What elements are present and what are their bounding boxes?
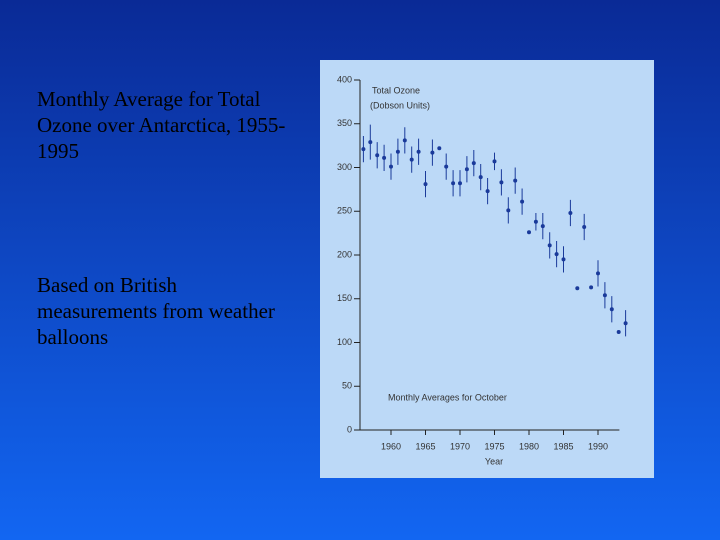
data-point [616,330,621,334]
data-point [568,211,573,215]
data-point [464,167,469,172]
data-point [437,146,442,151]
data-point [596,271,600,276]
data-point [402,138,407,143]
data-point [409,157,414,162]
data-point [623,321,628,326]
data-point [471,161,476,166]
data-point [520,199,525,204]
data-point [361,147,366,152]
data-point [389,164,393,169]
data-point [554,252,559,257]
annotation: Monthly Averages for October [388,392,507,402]
data-point [423,182,428,187]
y-tick-label: 400 [337,74,352,84]
y-tick-label: 100 [337,337,352,347]
y-axis-unit: (Dobson Units) [370,100,430,110]
data-point [444,164,449,169]
y-tick-label: 0 [347,424,352,434]
data-point [395,149,400,154]
data-point [492,159,497,164]
data-point [430,150,435,155]
data-point [485,189,490,194]
x-axis-label: Year [485,456,503,466]
y-axis-label: Total Ozone [372,85,420,95]
data-point [458,181,462,186]
y-tick-label: 50 [342,381,352,391]
data-point [513,178,518,183]
data-point [540,224,545,229]
data-point [547,243,552,248]
data-point [533,219,538,224]
x-tick-label: 1965 [415,441,435,451]
y-tick-label: 250 [337,206,352,216]
chart-panel [320,60,654,478]
x-tick-label: 1960 [381,441,401,451]
y-tick-label: 300 [337,162,352,172]
data-point [609,307,614,312]
data-point [382,155,387,160]
data-point [561,257,566,262]
x-tick-label: 1970 [450,441,470,451]
y-tick-label: 200 [337,249,352,259]
data-point [506,208,511,213]
data-point [375,153,380,158]
x-tick-label: 1975 [484,441,504,451]
y-tick-label: 150 [337,293,352,303]
x-tick-label: 1985 [553,441,573,451]
x-tick-label: 1990 [588,441,608,451]
data-point [478,175,483,180]
chart: Total Ozone (Dobson Units) Monthly Avera… [320,60,654,478]
data-point [499,180,504,185]
data-point [582,225,587,229]
data-point [451,181,456,186]
y-tick-label: 350 [337,118,352,128]
heading: Monthly Average for Total Ozone over Ant… [37,87,286,163]
data-point [416,149,421,154]
x-tick-label: 1980 [519,441,539,451]
data-point [589,285,594,290]
data-point [575,286,580,291]
data-point [602,293,607,298]
data-point [368,140,373,145]
note: Based on British measurements from weath… [37,273,275,349]
data-point [527,230,531,235]
